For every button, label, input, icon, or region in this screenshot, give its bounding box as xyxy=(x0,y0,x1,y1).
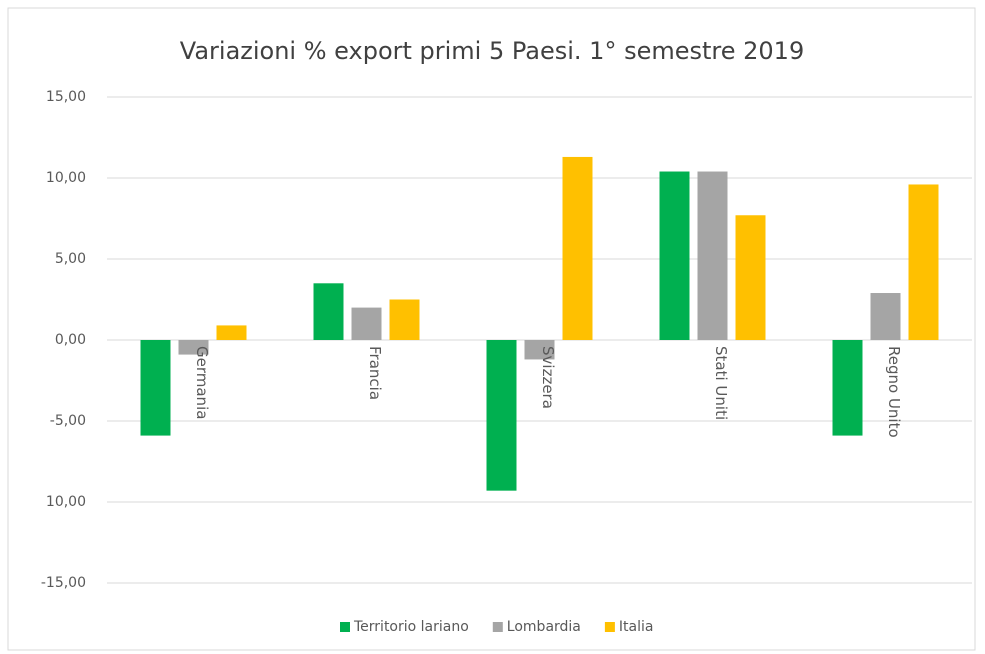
bar xyxy=(524,340,555,360)
x-tick-label: Stati Uniti xyxy=(712,346,730,420)
bar xyxy=(313,283,344,340)
bar xyxy=(697,171,728,340)
bar xyxy=(870,293,901,340)
chart-border xyxy=(7,7,976,651)
legend-swatch xyxy=(340,622,350,632)
bar xyxy=(735,215,766,340)
bar xyxy=(562,156,593,340)
y-tick-label: 10,00 xyxy=(46,494,86,510)
legend-label: Italia xyxy=(619,619,654,635)
legend-swatch xyxy=(604,622,615,632)
y-tick-label: -5,00 xyxy=(50,413,86,429)
x-tick-label: Francia xyxy=(366,346,384,400)
legend-label: Lombardia xyxy=(507,619,581,635)
bar xyxy=(389,299,420,340)
legend-label: Territorio lariano xyxy=(353,619,469,635)
legend-swatch xyxy=(492,622,503,632)
bar xyxy=(832,340,863,436)
bar xyxy=(178,340,209,355)
bar xyxy=(216,325,247,340)
bar xyxy=(351,307,382,340)
bar xyxy=(140,340,171,436)
x-tick-label: Germania xyxy=(193,346,211,419)
chart-title: Variazioni % export primi 5 Paesi. 1° se… xyxy=(180,37,804,65)
y-tick-label: 0,00 xyxy=(55,332,86,348)
x-tick-label: Regno Unito xyxy=(885,346,903,438)
x-tick-label: Svizzera xyxy=(539,346,557,409)
bar xyxy=(486,340,517,491)
y-tick-label: -15,00 xyxy=(41,575,86,591)
y-tick-label: 5,00 xyxy=(55,251,86,267)
bar xyxy=(659,171,690,340)
y-tick-label: 15,00 xyxy=(46,89,86,105)
bar xyxy=(908,184,939,340)
y-tick-label: 10,00 xyxy=(46,170,86,186)
